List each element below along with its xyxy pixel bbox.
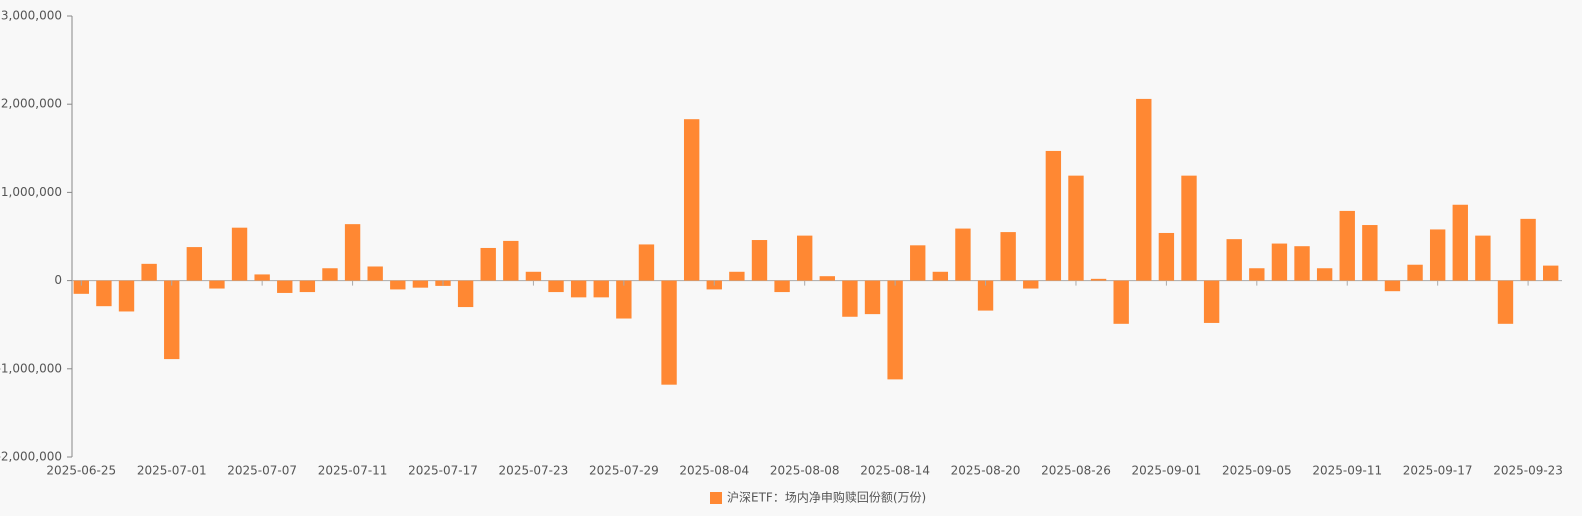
bar — [683, 119, 700, 281]
bar — [842, 280, 858, 317]
bar — [932, 271, 949, 281]
y-tick-label: 3,000,000 — [1, 9, 62, 23]
x-tick-label: 2025-08-08 — [770, 464, 840, 478]
bar — [1203, 280, 1220, 323]
bar — [1271, 243, 1288, 281]
bar — [910, 245, 926, 281]
bar — [593, 280, 609, 298]
bar — [1316, 268, 1333, 281]
bar — [1452, 204, 1468, 281]
bar — [1384, 280, 1401, 292]
bar — [141, 263, 157, 281]
bar — [751, 240, 768, 281]
bar — [729, 271, 745, 281]
bar — [797, 235, 813, 281]
x-tick-label: 2025-08-04 — [679, 464, 749, 478]
x-tick-label: 2025-09-17 — [1403, 464, 1473, 478]
bar — [1136, 98, 1152, 281]
bar — [819, 276, 835, 281]
bar — [186, 247, 203, 281]
bar — [570, 280, 587, 298]
y-tick-label: 2,000,000 — [1, 97, 62, 111]
bar — [887, 280, 903, 380]
legend-label: 沪深ETF：场内净申购赎回份额(万份) — [727, 490, 926, 505]
bar — [1475, 235, 1491, 281]
bar — [1000, 232, 1016, 281]
bar — [1045, 150, 1062, 281]
bar — [1429, 229, 1446, 281]
bar — [525, 271, 542, 281]
bar — [1249, 268, 1265, 281]
bar — [1113, 280, 1129, 324]
x-tick-label: 2025-09-05 — [1222, 464, 1292, 478]
y-tick-label: -1,000,000 — [0, 361, 62, 375]
bar — [1226, 239, 1242, 281]
bar — [1362, 225, 1378, 281]
x-tick-label: 2025-07-01 — [137, 464, 207, 478]
bar — [344, 224, 361, 281]
bar — [367, 266, 383, 281]
bar — [1181, 175, 1197, 281]
x-tick-label: 2025-09-11 — [1312, 464, 1382, 478]
x-tick-label: 2025-07-11 — [318, 464, 388, 478]
y-tick-label: 0 — [54, 273, 62, 287]
bar — [1520, 218, 1536, 281]
bar — [412, 280, 429, 288]
bar — [1407, 264, 1423, 281]
bar — [277, 280, 293, 293]
bar — [390, 280, 406, 290]
x-tick-label: 2025-07-07 — [227, 464, 297, 478]
bar — [955, 228, 971, 281]
bar — [209, 280, 225, 289]
bar — [164, 280, 180, 360]
x-tick-label: 2025-08-26 — [1041, 464, 1111, 478]
bar — [231, 227, 248, 281]
bar — [503, 240, 519, 281]
bar — [73, 280, 89, 294]
bar — [1543, 265, 1559, 281]
bar — [96, 280, 112, 307]
x-tick-label: 2025-08-20 — [951, 464, 1021, 478]
bar — [1068, 175, 1084, 281]
x-tick-label: 2025-09-23 — [1493, 464, 1563, 478]
bar — [977, 280, 994, 311]
y-tick-label: 1,000,000 — [1, 185, 62, 199]
bar — [616, 280, 632, 319]
bar — [548, 280, 564, 293]
bar — [1158, 232, 1175, 281]
legend-swatch — [710, 492, 722, 504]
bar — [1497, 280, 1514, 324]
bar — [1294, 246, 1310, 281]
x-tick-label: 2025-09-01 — [1132, 464, 1202, 478]
bar — [299, 280, 316, 293]
bar — [1023, 280, 1039, 289]
bar — [1339, 210, 1355, 281]
bar — [480, 247, 496, 281]
x-tick-label: 2025-06-25 — [46, 464, 116, 478]
bar — [661, 280, 677, 385]
bar — [322, 268, 338, 281]
x-tick-label: 2025-07-29 — [589, 464, 659, 478]
bar — [774, 280, 790, 293]
bar — [118, 280, 135, 312]
bar — [1090, 278, 1107, 281]
x-tick-label: 2025-07-17 — [408, 464, 478, 478]
bar — [638, 244, 655, 281]
bar — [864, 280, 881, 315]
x-tick-label: 2025-07-23 — [499, 464, 569, 478]
bar — [254, 274, 270, 281]
x-tick-label: 2025-08-14 — [860, 464, 930, 478]
bar — [457, 280, 474, 308]
y-tick-label: -2,000,000 — [0, 450, 62, 464]
